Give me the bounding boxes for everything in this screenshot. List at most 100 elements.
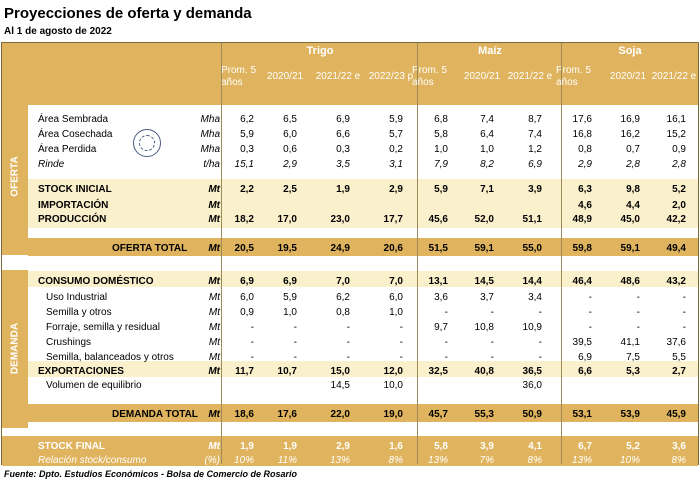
table-cell: 5,8 — [434, 129, 448, 140]
table-cell: 20,5 — [234, 243, 254, 254]
table-row: Área Perdida Mha 0,3 0,6 0,3 0,2 1,0 1,0 1,2 0,8 0… — [2, 143, 698, 157]
table-cell: - — [399, 352, 403, 363]
table-cell: 0,9 — [240, 307, 254, 318]
table-cell: - — [588, 322, 592, 333]
table-cell: 5,9 — [434, 184, 448, 195]
table-cell: 50,9 — [522, 409, 542, 420]
row-unit: Mt — [208, 352, 220, 363]
table-cell: - — [636, 322, 640, 333]
table-cell: 42,2 — [666, 214, 686, 225]
table-cell: 16,1 — [666, 114, 686, 125]
table-cell: - — [293, 337, 297, 348]
table-cell: 10,0 — [383, 380, 403, 391]
table-cell: 4,1 — [528, 441, 542, 452]
row-unit: Mt — [208, 307, 220, 318]
row-label: EXPORTACIONES — [38, 366, 124, 377]
table-cell: 0,7 — [626, 144, 640, 155]
column-header: 2020/21 — [609, 71, 647, 82]
institution-seal-icon — [133, 129, 161, 157]
table-cell: 8% — [527, 455, 542, 466]
table-cell: 2,8 — [626, 159, 640, 170]
table-cell: 12,0 — [383, 366, 403, 377]
group-header-trigo: Trigo — [306, 45, 334, 57]
source-footnote: Fuente: Dpto. Estudios Económicos - Bols… — [4, 469, 298, 479]
table-cell: 19,0 — [383, 409, 403, 420]
divider-trigo — [221, 43, 222, 464]
table-cell: 9,7 — [434, 322, 448, 333]
row-band — [2, 436, 698, 466]
column-header: Prom. 5 años — [412, 65, 448, 88]
table-cell: 20,6 — [383, 243, 403, 254]
table-cell: 11% — [277, 455, 297, 466]
row-label: Área Perdida — [38, 144, 97, 155]
table-cell: 6,6 — [578, 366, 592, 377]
table-cell: - — [682, 307, 686, 318]
table-cell: 2,7 — [672, 366, 686, 377]
table-cell: 51,1 — [522, 214, 542, 225]
row-unit: Mt — [208, 322, 220, 333]
table-cell: 5,2 — [672, 184, 686, 195]
table-cell: 52,0 — [474, 214, 494, 225]
table-cell: 5,5 — [672, 352, 686, 363]
table-cell: 37,6 — [666, 337, 686, 348]
table-header-background — [2, 43, 698, 105]
table-cell: - — [636, 292, 640, 303]
row-band — [28, 404, 698, 422]
table-cell: 16,9 — [620, 114, 640, 125]
table-cell: - — [250, 352, 254, 363]
table-cell: 48,9 — [572, 214, 592, 225]
table-cell: 10% — [619, 455, 640, 466]
table-cell: - — [490, 337, 494, 348]
column-header: Prom. 5 años — [221, 65, 257, 88]
table-cell: - — [538, 337, 542, 348]
table-cell: 1,9 — [283, 441, 297, 452]
table-cell: 3,6 — [434, 292, 448, 303]
table-cell: - — [490, 307, 494, 318]
table-cell: 13% — [571, 455, 592, 466]
table-cell: - — [588, 292, 592, 303]
table-cell: 2,0 — [672, 200, 686, 211]
table-cell: - — [444, 307, 448, 318]
table-cell: 6,9 — [336, 114, 350, 125]
table-cell: 10,7 — [277, 366, 297, 377]
row-band — [28, 361, 698, 377]
column-header: 2022/23 p — [368, 71, 414, 82]
table-cell: 13% — [329, 455, 350, 466]
table-cell: 10,8 — [474, 322, 494, 333]
table-cell: 43,2 — [666, 276, 686, 287]
column-header: 2021/22 e — [315, 71, 361, 82]
table-cell: 17,6 — [572, 114, 592, 125]
table-cell: 53,1 — [572, 409, 592, 420]
table-cell: 3,9 — [528, 184, 542, 195]
table-cell: 3,5 — [336, 159, 350, 170]
demanda-side-band — [2, 270, 28, 428]
table-cell: 0,8 — [336, 307, 350, 318]
table-cell: 15,0 — [330, 366, 350, 377]
table-row: Crushings Mt - - - - - - - 39,5 41,1 37,6 — [2, 336, 698, 350]
row-unit: t/ha — [203, 159, 220, 170]
row-label: Forraje, semilla y residual — [46, 322, 160, 333]
table-cell: 0,3 — [336, 144, 350, 155]
row-unit: Mha — [200, 144, 220, 155]
table-cell: 59,1 — [620, 243, 640, 254]
table-cell: - — [444, 337, 448, 348]
table-cell: - — [293, 322, 297, 333]
row-label: PRODUCCIÓN — [38, 214, 107, 225]
table-cell: 2,5 — [283, 184, 297, 195]
table-cell: 22,0 — [330, 409, 350, 420]
column-header: 2020/21 — [266, 71, 304, 82]
table-cell: - — [588, 307, 592, 318]
table-cell: 59,1 — [474, 243, 494, 254]
row-unit: Mt — [208, 200, 220, 211]
table-cell: - — [636, 307, 640, 318]
table-cell: 17,7 — [383, 214, 403, 225]
table-cell: 19,5 — [277, 243, 297, 254]
table-cell: - — [682, 322, 686, 333]
table-cell: - — [346, 352, 350, 363]
table-cell: 1,2 — [528, 144, 542, 155]
row-label: OFERTA TOTAL — [112, 243, 188, 254]
table-cell: 45,0 — [620, 214, 640, 225]
divider-soja — [561, 43, 562, 464]
row-unit: Mha — [200, 114, 220, 125]
table-cell: 2,9 — [283, 159, 297, 170]
